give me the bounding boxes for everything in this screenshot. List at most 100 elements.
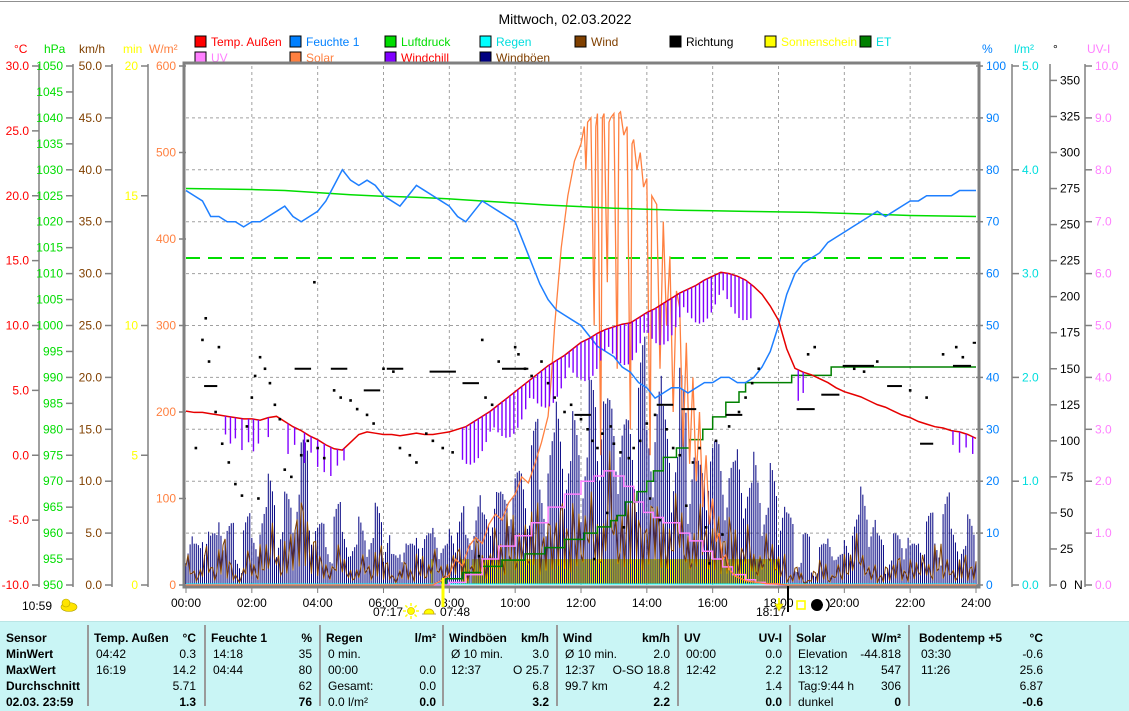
axis-tick-label: 50 xyxy=(1060,506,1074,520)
table-separator xyxy=(556,625,558,706)
stat-group-name: Regen xyxy=(326,631,363,645)
series-humidity xyxy=(185,168,976,400)
table-separator xyxy=(442,625,444,706)
axis-tick-label: 25.0 xyxy=(6,124,30,138)
axis-tick-label: 60 xyxy=(986,267,1000,281)
stat-group-unit: km/h xyxy=(641,631,670,645)
series-direction xyxy=(194,280,976,565)
axis-tick-label: 20 xyxy=(986,474,1000,488)
stat-time: 12:37 xyxy=(565,663,596,677)
axis-tick-label: 400 xyxy=(156,232,176,246)
series-et xyxy=(429,366,976,586)
axis-tick-label: 980 xyxy=(43,422,63,436)
stat-value: 0.0 xyxy=(765,695,782,709)
table-separator xyxy=(677,625,679,706)
axis-tick-label: 20 xyxy=(125,59,139,73)
stat-time: Gesamt: xyxy=(328,679,374,693)
axis-tick-label: 300 xyxy=(156,319,176,333)
stat-group-unit: l/m² xyxy=(414,631,436,645)
axis-tick-label: 600 xyxy=(156,59,176,73)
stat-value: 25.6 xyxy=(1019,663,1043,677)
axis-tick-label: 75 xyxy=(1060,470,1074,484)
series-solar xyxy=(186,110,976,586)
axis-tick-label: 300 xyxy=(1060,146,1080,160)
stat-row-label: MinWert xyxy=(6,647,54,661)
legend-label: Temp. Außen xyxy=(211,35,282,49)
status-time: 10:59 xyxy=(22,599,52,613)
axis-unit-label: W/m² xyxy=(149,42,178,56)
axis-tick-label: 990 xyxy=(43,370,63,384)
stat-value: 3.2 xyxy=(532,695,549,709)
axis-tick-label: 35.0 xyxy=(79,215,103,229)
axis-tick-label: 10 xyxy=(986,526,1000,540)
x-tick-label: 16:00 xyxy=(698,596,728,610)
stat-group-unit: km/h xyxy=(520,631,549,645)
stat-value: O 25.7 xyxy=(512,663,549,677)
axis-tick-label: 275 xyxy=(1060,182,1080,196)
axis-tick-label: 30 xyxy=(986,422,1000,436)
axis-tick-label: 25.0 xyxy=(79,319,103,333)
legend-item: ET xyxy=(859,35,892,49)
legend-label: Feuchte 1 xyxy=(306,35,360,49)
legend-swatch xyxy=(479,51,492,64)
stat-value: O-SO 18.8 xyxy=(612,663,670,677)
stat-group-name: Wind xyxy=(563,631,593,645)
stat-value: -44.818 xyxy=(860,647,901,661)
legend-label: Sonnenschein xyxy=(781,35,857,49)
axis-tick-label: 1010 xyxy=(36,267,63,281)
legend-swatch xyxy=(479,35,492,48)
stat-value: 2.0 xyxy=(653,647,670,661)
sunshine-box-icon xyxy=(796,600,806,610)
axis-tick-label: 40.0 xyxy=(79,163,103,177)
stat-value: 2.2 xyxy=(765,663,782,677)
axis-tick-label: 950 xyxy=(43,578,63,592)
legend-swatch xyxy=(194,51,207,64)
stat-group-unit: °C xyxy=(182,631,196,645)
x-axis: 00:00 02:00 04:00 06:00 08:00 10:00 12:00 14:00… xyxy=(171,588,991,610)
axis-tick-label: 4.0 xyxy=(1022,163,1039,177)
axis-tick-label: 100 xyxy=(1060,434,1080,448)
stat-row-label: 02.03. 23:59 xyxy=(6,695,74,709)
x-tick-label: 24:00 xyxy=(961,596,991,610)
x-tick-label: 14:00 xyxy=(632,596,662,610)
stat-value: 80 xyxy=(298,663,312,677)
stat-time: dunkel xyxy=(798,695,834,709)
stat-time: 00:00 xyxy=(686,647,717,661)
stat-value: 0.0 xyxy=(419,663,436,677)
legend-swatch xyxy=(859,35,872,48)
axis-tick-label: 975 xyxy=(43,448,63,462)
axis-tick-label: -10.0 xyxy=(2,578,30,592)
axis-tick-label: 0.0 xyxy=(1095,578,1112,592)
x-tick-label: 02:00 xyxy=(237,596,267,610)
axis-tick-label: 995 xyxy=(43,344,63,358)
table-separator xyxy=(87,625,89,706)
stat-value: 62 xyxy=(298,679,312,693)
axis-tick-label: 30.0 xyxy=(79,267,103,281)
axis-tick-label: 325 xyxy=(1060,109,1080,123)
axis-tick-label: 8.0 xyxy=(1095,163,1112,177)
axis-tick-label: 0 xyxy=(169,578,176,592)
stat-value: -0.6 xyxy=(1022,647,1043,661)
x-tick-label: 04:00 xyxy=(303,596,333,610)
axis-tick-label: 40 xyxy=(986,370,1000,384)
stat-group-unit: W/m² xyxy=(871,631,901,645)
legend-item: Regen xyxy=(479,35,531,49)
axis-tick-label: 1020 xyxy=(36,215,63,229)
legend-label: Regen xyxy=(496,35,531,49)
axis-unit-label: ° xyxy=(1053,42,1058,56)
axis-tick-label: 80 xyxy=(986,163,1000,177)
legend-swatch xyxy=(384,51,397,64)
axis-tick-label: 350 xyxy=(1060,73,1080,87)
stat-value: 35 xyxy=(298,647,312,661)
axis-tick-label: 6.0 xyxy=(1095,267,1112,281)
axis-tick-label: 1000 xyxy=(36,319,63,333)
stat-group-name: Windböen xyxy=(449,631,507,645)
stats-table: Sensor MinWert MaxWert Durchschnitt 02.03. 2… xyxy=(0,621,1129,711)
axis-unit-label: min xyxy=(123,42,142,56)
axis-tick-label: 0 xyxy=(986,578,993,592)
legend-swatch xyxy=(574,35,587,48)
legend-item: Sonnenschein xyxy=(764,35,857,49)
stat-value: 0 xyxy=(894,695,901,709)
stat-group-unit: °C xyxy=(1029,631,1043,645)
sunrise-icon xyxy=(422,608,436,615)
